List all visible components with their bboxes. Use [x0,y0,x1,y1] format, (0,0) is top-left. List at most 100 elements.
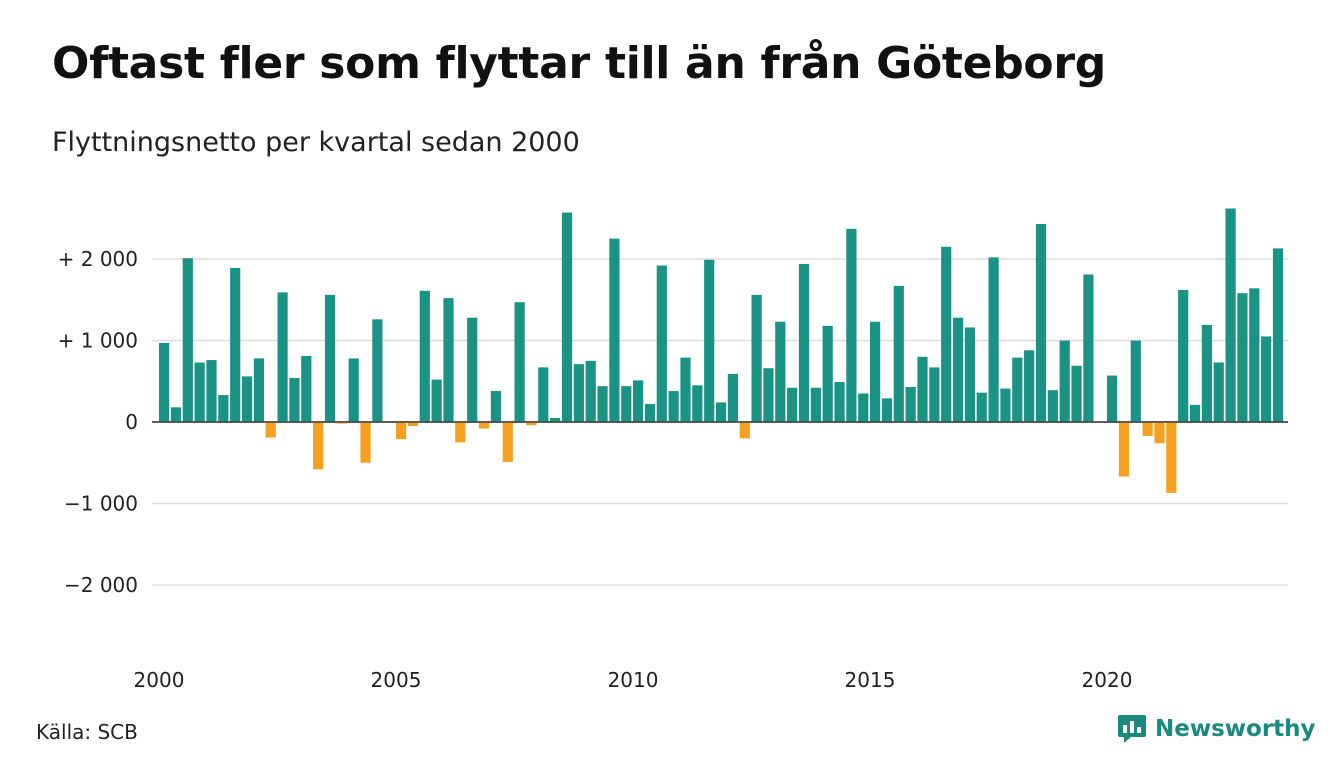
bar-2011Q1 [680,357,691,422]
bar-2003Q1 [301,355,312,422]
bar-2011Q4 [715,402,727,422]
bar-2013Q4 [810,387,821,422]
bar-2000Q3 [182,258,193,422]
bar-2007Q1 [490,391,501,422]
bar-2002Q3 [277,292,288,422]
bar-2013Q1 [775,321,786,422]
bar-2008Q2 [550,417,561,422]
bar-2005Q4 [431,379,442,422]
bar-2010Q3 [656,265,667,422]
bar-2017Q2 [976,392,987,422]
bar-2021Q2 [1166,422,1177,493]
bar-2009Q3 [609,238,620,422]
bar-2021Q3 [1178,289,1189,422]
x-tick-label: 2015 [845,668,896,692]
bar-2022Q4 [1237,293,1248,422]
bar-2000Q2 [170,407,182,422]
bar-2007Q2 [502,422,513,462]
bar-2012Q4 [763,368,774,422]
bar-2015Q2 [881,398,893,422]
chart-title: Oftast fler som flyttar till än från Göt… [52,38,1106,89]
bar-2007Q4 [526,422,537,426]
bar-2004Q2 [360,422,371,463]
bar-2006Q3 [467,317,478,422]
bar-2017Q1 [964,327,975,422]
bar-2008Q3 [561,212,573,422]
y-tick-label: −2 000 [64,573,138,597]
bar-2010Q1 [633,380,644,422]
bar-2018Q4 [1047,390,1058,422]
bar-2012Q2 [739,422,750,439]
bar-2007Q3 [514,302,525,422]
chart-subtitle: Flyttningsnetto per kvartal sedan 2000 [52,127,580,158]
bar-2019Q1 [1059,340,1070,422]
y-axis-ticks: + 2 000 + 1 000 0 −1 000 −2 000 [58,247,138,597]
bar-2022Q1 [1201,325,1212,422]
bar-2016Q3 [941,246,952,422]
bar-2015Q3 [893,285,904,422]
bar-2001Q2 [218,395,229,422]
bar-2001Q1 [206,360,217,422]
bar-2003Q3 [324,294,336,422]
bar-2004Q1 [348,358,359,422]
bar-2005Q3 [419,290,430,422]
bar-2018Q1 [1012,357,1023,422]
bar-2012Q3 [751,294,762,422]
bar-2022Q3 [1225,208,1236,422]
x-tick-label: 2005 [371,668,422,692]
bar-2020Q1 [1107,375,1118,422]
bar-2017Q3 [988,257,999,422]
bar-2014Q1 [822,325,833,422]
bar-2000Q4 [194,362,205,422]
bar-2010Q2 [644,404,656,422]
bar-2014Q2 [834,382,845,422]
bar-2021Q1 [1154,422,1165,444]
bar-2013Q2 [787,387,798,422]
y-tick-label: −1 000 [64,492,138,516]
y-tick-label: + 2 000 [58,247,138,271]
bar-2019Q2 [1071,365,1082,422]
bar-2017Q4 [1000,388,1011,422]
bar-2009Q4 [621,386,632,422]
y-tick-label: + 1 000 [58,329,138,353]
bar-2016Q2 [929,367,940,422]
bar-2013Q3 [798,263,810,422]
bar-2023Q1 [1249,288,1260,422]
x-axis-ticks: 2000 2005 2010 2015 2020 [134,668,1133,692]
bar-2018Q3 [1035,223,1047,422]
bar-2022Q2 [1213,362,1224,422]
x-tick-label: 2010 [608,668,659,692]
x-tick-label: 2000 [134,668,185,692]
bar-2016Q4 [952,317,964,422]
bar-2008Q1 [538,367,549,422]
bar-2002Q1 [253,358,264,422]
bar-2005Q2 [407,422,419,427]
bar-2020Q4 [1142,422,1153,436]
bar-2011Q3 [704,259,715,422]
bar-2009Q2 [597,386,608,422]
bar-2020Q3 [1130,340,1141,422]
bar-2011Q2 [692,385,703,422]
brand-name: Newsworthy [1155,716,1316,742]
bar-2002Q4 [289,377,300,422]
x-tick-label: 2020 [1082,668,1133,692]
bar-2015Q1 [870,321,881,422]
bar-2003Q4 [336,422,347,424]
brand-logo: Newsworthy [1117,713,1316,745]
bar-2019Q3 [1083,274,1094,422]
bar-2001Q3 [230,267,241,422]
bar-2020Q2 [1118,422,1130,477]
bar-2012Q1 [727,373,738,422]
bar-2009Q1 [585,360,596,422]
bars [152,208,1288,493]
bar-2008Q4 [573,364,584,422]
bar-2023Q2 [1261,336,1272,422]
bar-2023Q3 [1272,248,1284,422]
bar-2005Q1 [396,422,407,440]
bar-2003Q2 [313,422,324,470]
bar-2006Q1 [443,298,454,422]
bar-2021Q4 [1189,404,1201,422]
bar-2006Q2 [455,422,466,443]
bar-2010Q4 [668,391,679,422]
